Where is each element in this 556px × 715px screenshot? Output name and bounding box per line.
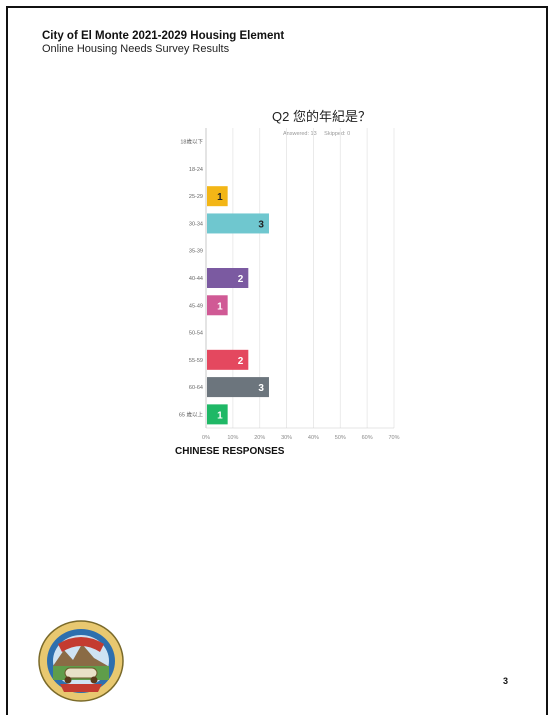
category-label: 40-44 [189, 276, 203, 282]
page-number: 3 [503, 676, 509, 686]
x-tick-label: 0% [202, 435, 210, 441]
category-label: 50-54 [189, 331, 203, 337]
document-subtitle: Online Housing Needs Survey Results [42, 43, 230, 55]
bar [207, 213, 269, 234]
bar-value-label: 2 [238, 274, 244, 285]
x-tick-label: 10% [227, 435, 238, 441]
question-title: Q2 您的年紀是？ [272, 109, 371, 124]
category-label: 35-39 [189, 249, 203, 255]
bar [207, 377, 269, 398]
category-label: 18-24 [189, 167, 203, 173]
bar [207, 295, 228, 316]
category-label: 55-59 [189, 358, 203, 364]
category-label: 65 歲以上 [179, 410, 204, 418]
answered-count: Answered: 13 [283, 131, 317, 137]
x-tick-label: 70% [388, 435, 399, 441]
category-label: 30-34 [189, 221, 203, 227]
category-label: 25-29 [189, 194, 203, 200]
bar-value-label: 3 [258, 383, 264, 394]
bar [207, 404, 228, 425]
category-label: 18歲以下 [180, 138, 203, 146]
skipped-count: Skipped: 0 [324, 131, 351, 137]
x-tick-label: 50% [335, 435, 346, 441]
bar-value-label: 1 [217, 192, 223, 203]
bar-value-label: 3 [258, 219, 264, 230]
x-tick-label: 20% [254, 435, 265, 441]
bar [207, 349, 249, 370]
x-tick-label: 40% [308, 435, 319, 441]
x-tick-label: 30% [281, 435, 292, 441]
bar-value-label: 1 [217, 410, 223, 421]
bar-value-label: 2 [238, 356, 244, 367]
category-label: 60-64 [189, 385, 203, 391]
bar [207, 186, 228, 207]
bar [207, 268, 249, 288]
category-label: 45-49 [189, 303, 203, 309]
document-title: City of El Monte 2021-2029 Housing Eleme… [42, 30, 285, 42]
x-tick-label: 60% [362, 435, 373, 441]
response-counts: Answered: 13 Skipped: 0 [283, 131, 356, 137]
city-seal-logo [38, 620, 124, 702]
bar-value-label: 1 [217, 301, 223, 312]
chart-caption: CHINESE RESPONSES [175, 446, 285, 457]
page-frame [6, 6, 548, 715]
